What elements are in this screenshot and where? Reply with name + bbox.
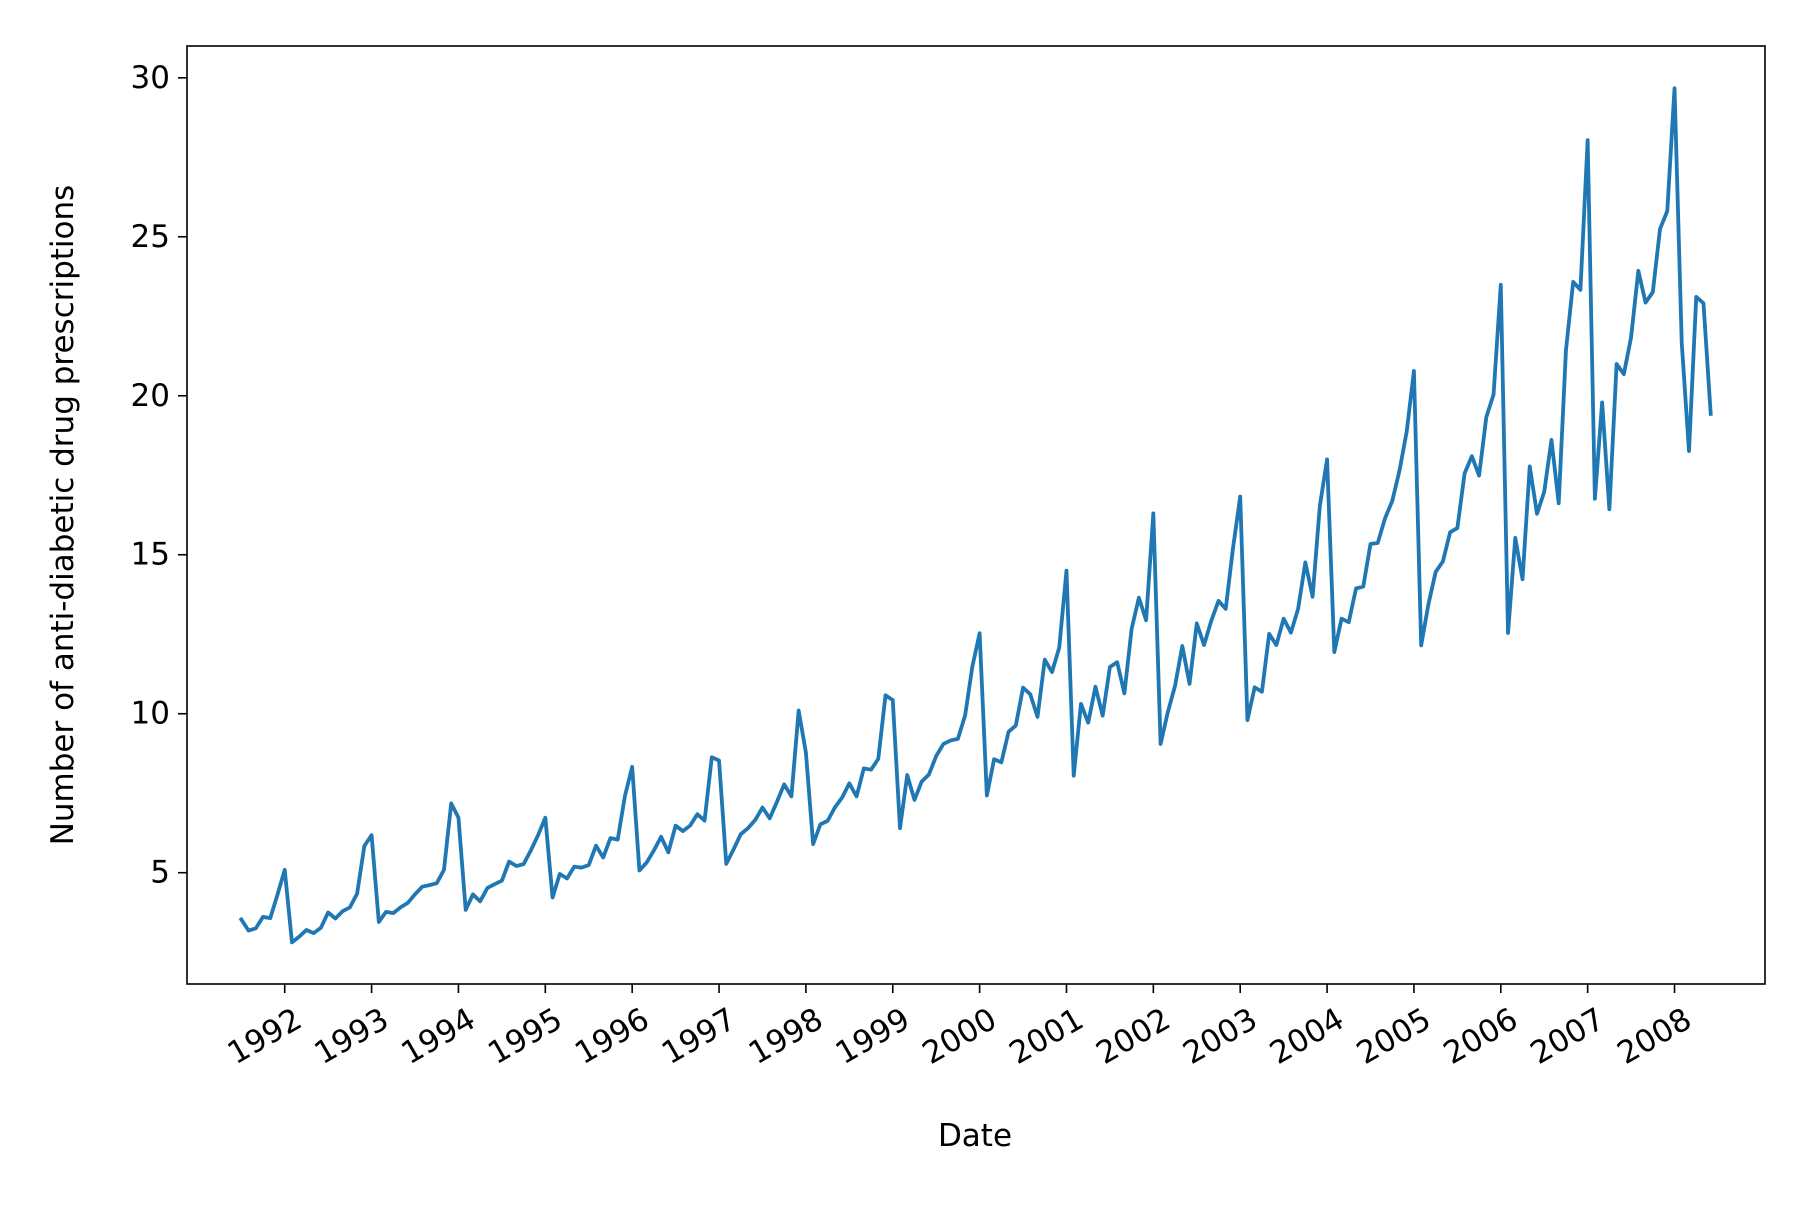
series-line: [238, 86, 1713, 945]
y-tick-label: 10: [131, 696, 170, 732]
y-axis-ticks: 5 10 15 20 25 30: [131, 60, 187, 891]
y-tick-label: 30: [131, 60, 170, 96]
x-axis-label: Date: [938, 1118, 1012, 1154]
y-tick-label: 25: [131, 219, 170, 255]
y-axis-label: Number of anti-diabetic drug prescriptio…: [45, 185, 81, 846]
y-tick-label: 20: [131, 378, 170, 414]
y-tick-label: 15: [131, 537, 170, 573]
y-tick-label: 5: [150, 855, 170, 891]
plot-area-frame: [186, 45, 1766, 985]
